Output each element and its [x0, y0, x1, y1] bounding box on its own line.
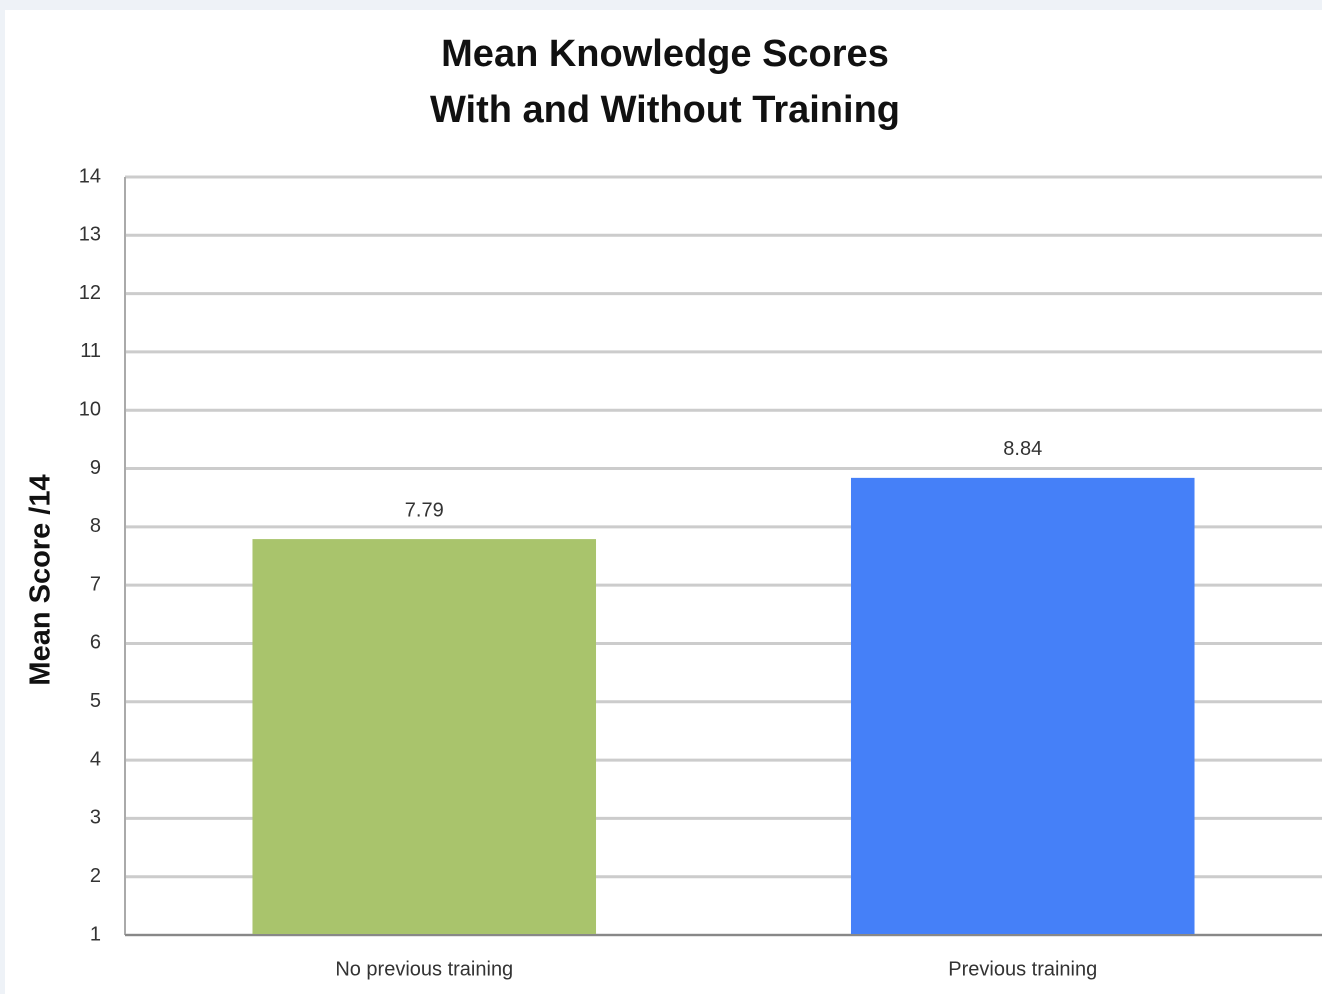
y-tick-label: 9 — [90, 457, 101, 479]
y-tick-label: 5 — [90, 690, 101, 712]
x-tick-label: No previous training — [335, 958, 513, 980]
chart-subtitle: With and Without Training — [430, 89, 900, 131]
data-label: 7.79 — [405, 499, 444, 521]
y-axis-label: Mean Score /14 — [25, 474, 57, 685]
y-tick-label: 8 — [90, 515, 101, 537]
y-tick-label: 3 — [90, 807, 101, 829]
y-tick-label: 10 — [79, 399, 101, 421]
y-tick-label: 11 — [80, 340, 101, 362]
y-tick-label: 1 — [90, 923, 101, 945]
x-tick-label: Previous training — [948, 958, 1097, 980]
bar — [850, 477, 1195, 935]
y-tick-label: 6 — [90, 632, 101, 654]
chart-title: Mean Knowledge Scores — [441, 33, 889, 75]
y-tick-label: 2 — [90, 865, 101, 887]
bar — [252, 539, 597, 935]
y-tick-label: 13 — [79, 224, 101, 246]
data-label: 8.84 — [1003, 438, 1042, 460]
y-tick-label: 12 — [79, 282, 101, 304]
y-tick-label: 7 — [90, 573, 101, 595]
y-tick-label: 4 — [90, 748, 101, 770]
y-tick-label: 14 — [79, 165, 101, 187]
